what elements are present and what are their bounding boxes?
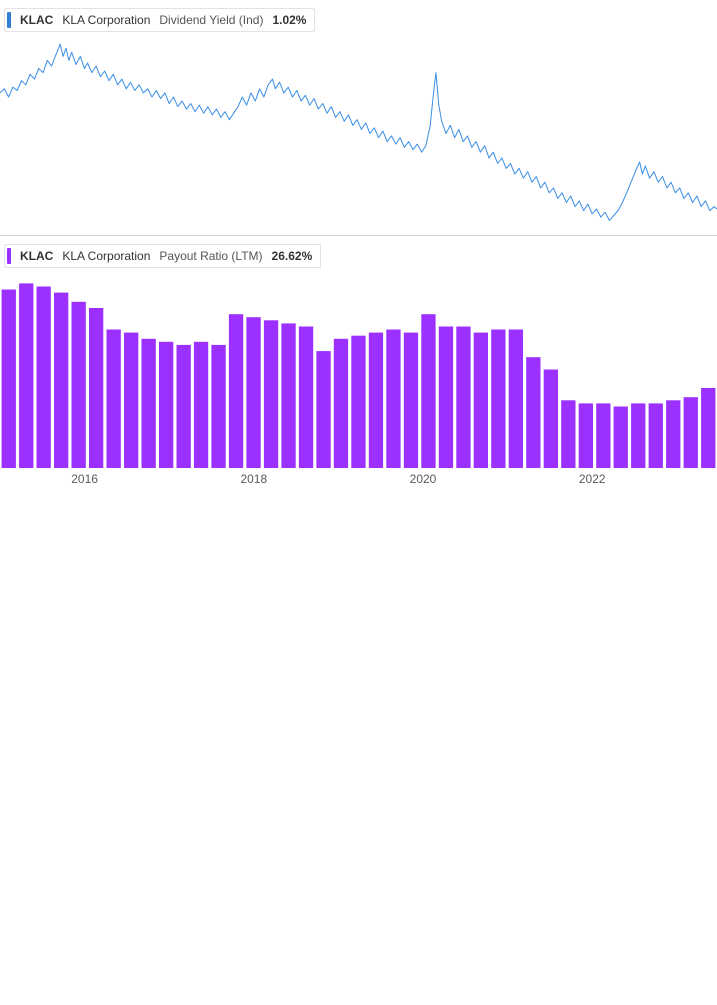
x-axis-tick-label: 2022: [579, 472, 606, 486]
legend-company-name: KLA Corporation: [62, 13, 150, 27]
legend-value: 26.62%: [272, 249, 313, 263]
legend-metric: Dividend Yield (Ind): [159, 13, 263, 27]
x-axis-labels: 2016 2018 2020 2022: [0, 472, 717, 492]
legend-dividend-yield: KLAC KLA Corporation Dividend Yield (Ind…: [4, 8, 315, 32]
legend-swatch: [7, 248, 11, 264]
legend-value: 1.02%: [272, 13, 306, 27]
x-axis-tick-label: 2018: [240, 472, 267, 486]
legend-metric: Payout Ratio (LTM): [159, 249, 262, 263]
legend-payout-ratio: KLAC KLA Corporation Payout Ratio (LTM) …: [4, 244, 321, 268]
line-chart-area[interactable]: [0, 32, 717, 235]
legend-swatch: [7, 12, 11, 28]
dividend-yield-panel: KLAC KLA Corporation Dividend Yield (Ind…: [0, 0, 717, 236]
bar-chart-area[interactable]: [0, 268, 717, 468]
legend-ticker: KLAC: [20, 249, 53, 263]
payout-ratio-bar-chart: [0, 268, 717, 468]
payout-ratio-panel: KLAC KLA Corporation Payout Ratio (LTM) …: [0, 236, 717, 496]
x-axis-tick-label: 2020: [410, 472, 437, 486]
dividend-yield-line-chart: [0, 32, 717, 235]
x-axis-tick-label: 2016: [71, 472, 98, 486]
legend-company-name: KLA Corporation: [62, 249, 150, 263]
legend-ticker: KLAC: [20, 13, 53, 27]
